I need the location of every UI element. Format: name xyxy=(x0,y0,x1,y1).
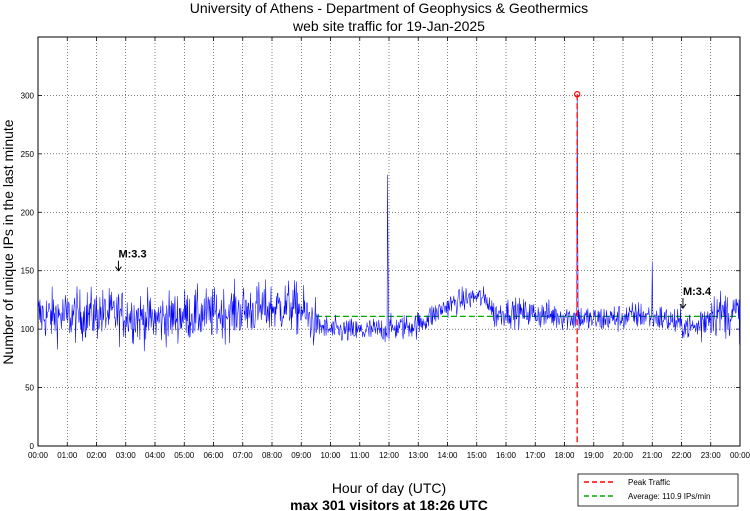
x-tick-label: 06:00 xyxy=(203,451,224,460)
x-tick-label: 17:00 xyxy=(525,451,546,460)
legend-box xyxy=(577,473,739,507)
x-tick-label: 01:00 xyxy=(57,451,78,460)
grid xyxy=(38,37,740,446)
annotation-arrow-head xyxy=(115,266,122,272)
x-tick-label: 03:00 xyxy=(116,451,137,460)
x-tick-label: 18:00 xyxy=(554,451,575,460)
magnitude-annotation: M:3.3 xyxy=(118,249,146,261)
y-tick-label: 150 xyxy=(21,267,35,276)
traffic-series-line xyxy=(37,93,741,352)
x-tick-label: 00:00 xyxy=(730,451,750,460)
series-group xyxy=(37,93,741,352)
y-tick-label: 50 xyxy=(25,384,34,393)
max-visitors-summary: max 301 visitors at 18:26 UTC xyxy=(290,497,488,511)
y-tick-label: 100 xyxy=(21,325,35,334)
magnitude-annotation: M:3.4 xyxy=(683,286,712,298)
x-tick-label: 00:00 xyxy=(28,451,49,460)
peak-marker xyxy=(573,91,581,98)
x-tick-label: 05:00 xyxy=(174,451,195,460)
x-tick-label: 23:00 xyxy=(701,451,722,460)
x-tick-label: 21:00 xyxy=(642,451,663,460)
x-tick-label: 12:00 xyxy=(379,451,400,460)
x-tick-label: 08:00 xyxy=(262,451,283,460)
x-axis-label: Hour of day (UTC) xyxy=(332,480,446,496)
x-tick-label: 11:00 xyxy=(350,451,370,460)
annotations: M:3.3 M:3.4 xyxy=(115,249,712,309)
x-tick-label: 14:00 xyxy=(437,451,458,460)
legend-average-label: Average: 110.9 IPs/min xyxy=(628,492,710,501)
x-tick-label: 19:00 xyxy=(584,451,605,460)
peak-group xyxy=(573,91,581,446)
x-tick-label: 15:00 xyxy=(467,451,488,460)
x-tick-label: 02:00 xyxy=(86,451,107,460)
chart-title: University of Athens - Department of Geo… xyxy=(190,0,588,16)
x-tick-label: 20:00 xyxy=(613,451,634,460)
x-tick-label: 10:00 xyxy=(320,451,341,460)
axis-ticks: 00:00 01:00 02:00 03:00 04:00 05:00 06:00 07:00… xyxy=(21,37,750,460)
legend-peak-label: Peak Traffic xyxy=(628,478,670,487)
chart-subtitle: web site traffic for 19-Jan-2025 xyxy=(292,18,485,34)
y-tick-label: 300 xyxy=(21,91,35,100)
legend: Peak Traffic Average: 110.9 IPs/min xyxy=(577,473,739,507)
x-tick-label: 22:00 xyxy=(671,451,692,460)
x-tick-label: 07:00 xyxy=(233,451,254,460)
x-tick-label: 13:00 xyxy=(408,451,429,460)
y-axis-label: Number of unique IPs in the last minute xyxy=(0,119,16,364)
annotation-arrow-head xyxy=(679,303,687,309)
x-tick-label: 09:00 xyxy=(291,451,312,460)
x-tick-label: 04:00 xyxy=(145,451,166,460)
y-tick-label: 0 xyxy=(30,442,35,451)
x-tick-label: 16:00 xyxy=(496,451,517,460)
y-tick-label: 200 xyxy=(21,208,35,217)
y-tick-label: 250 xyxy=(21,150,35,159)
